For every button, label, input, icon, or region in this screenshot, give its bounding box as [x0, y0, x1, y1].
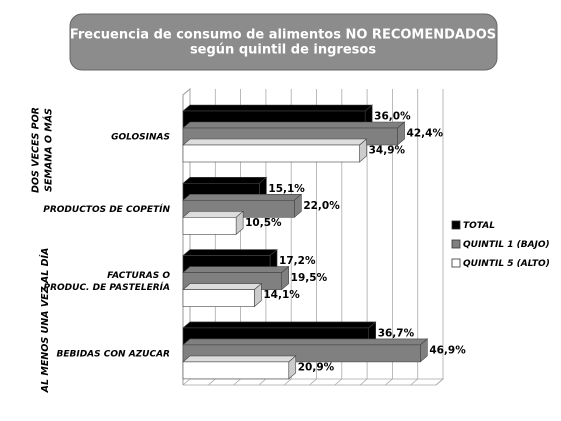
category-label: GOLOSINAS: [111, 132, 170, 142]
legend-label: TOTAL: [463, 221, 495, 231]
category-label: FACTURAS O PRODUC. DE PASTELERÍA: [44, 271, 171, 293]
grid-line: [435, 89, 444, 386]
bar-top: [182, 138, 368, 146]
group-label: DOS VECES POR SEMANA O MÁS: [30, 107, 54, 193]
bar-top: [182, 211, 244, 218]
value-label: 34,9%: [369, 145, 406, 157]
category-label: PRODUCTOS DE COPETÍN: [43, 202, 170, 214]
bar: [182, 144, 360, 163]
value-label: 22,0%: [303, 200, 340, 212]
bar-top: [182, 355, 297, 363]
value-label: 36,7%: [378, 327, 415, 339]
bar-top: [182, 338, 429, 346]
bar-top: [182, 177, 268, 184]
value-label: 42,4%: [407, 128, 444, 140]
bar-top: [182, 266, 290, 273]
grid-line: [385, 89, 393, 386]
grid-line: [410, 89, 419, 386]
bar: [182, 289, 255, 307]
legend-swatch: [451, 258, 461, 268]
bar-top: [182, 321, 377, 329]
legend-label: QUINTIL 5 (ALTO): [463, 259, 550, 269]
chart-title: Frecuencia de consumo de alimentos NO RE…: [70, 27, 496, 57]
value-label: 17,2%: [279, 255, 316, 267]
bar-top: [182, 121, 406, 129]
legend-swatch: [451, 220, 461, 230]
value-label: 20,9%: [298, 361, 335, 373]
grid-line: [283, 89, 292, 386]
group-label: AL MENOS UNA VEZ AL DÍA: [39, 248, 51, 394]
bar: [182, 361, 290, 380]
grid-line: [359, 89, 368, 386]
bar-top: [182, 249, 278, 256]
grid-line: [334, 89, 343, 386]
bar: [182, 217, 237, 235]
bar-top: [182, 104, 373, 112]
legend-swatch: [451, 239, 461, 249]
bar-top: [182, 194, 303, 201]
category-label: BEBIDAS CON AZUCAR: [57, 349, 171, 359]
legend-label: QUINTIL 1 (BAJO): [463, 240, 550, 250]
value-label: 19,5%: [291, 272, 328, 284]
title-box: [69, 13, 498, 71]
grid-line: [309, 89, 317, 386]
bar-top: [182, 283, 263, 290]
value-label: 46,9%: [429, 344, 466, 356]
value-label: 36,0%: [374, 111, 411, 123]
value-label: 10,5%: [245, 217, 282, 229]
value-label: 14,1%: [263, 289, 300, 301]
value-label: 15,1%: [268, 183, 305, 195]
